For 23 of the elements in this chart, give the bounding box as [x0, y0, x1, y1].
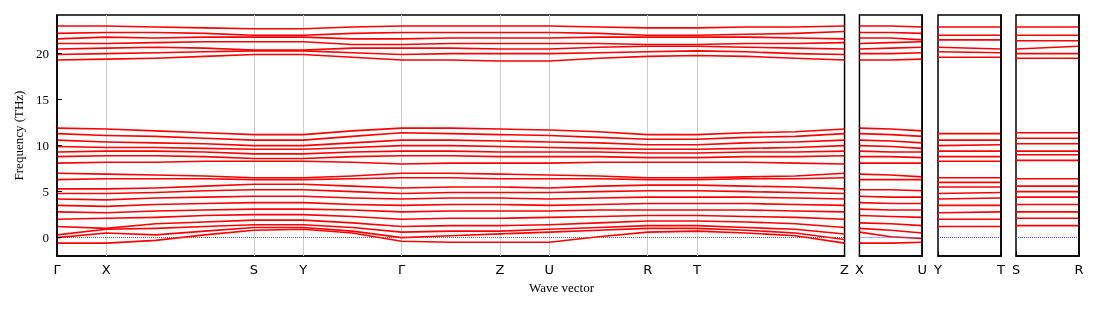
y-tick-label: 10 — [36, 138, 49, 154]
x-tick-label: Z — [840, 262, 850, 277]
x-tick-label: U — [917, 262, 927, 277]
y-tick-label: 15 — [36, 92, 49, 108]
x-tick-label: X — [101, 262, 111, 277]
y-tick-label: 20 — [36, 46, 49, 62]
x-tick-label: R — [1074, 262, 1084, 277]
x-tick-label: U — [544, 262, 554, 277]
x-tick-label: R — [643, 262, 653, 277]
y-tick-label: 5 — [42, 184, 49, 200]
y-axis-title: Frequency (THz) — [11, 90, 26, 181]
x-tick-label: S — [249, 262, 259, 277]
x-tick-label: Z — [495, 262, 505, 277]
x-tick-label: Γ — [53, 262, 62, 277]
x-tick-label: X — [855, 262, 864, 277]
x-tick-label: T — [996, 262, 1006, 277]
x-tick-label: Y — [298, 262, 308, 277]
x-tick-label: Γ — [397, 262, 406, 277]
x-tick-label: Y — [933, 262, 943, 277]
x-tick-label: S — [1011, 262, 1021, 277]
y-tick-label: 0 — [42, 230, 49, 246]
x-axis-title: Wave vector — [529, 280, 595, 295]
x-tick-label: T — [691, 262, 701, 277]
